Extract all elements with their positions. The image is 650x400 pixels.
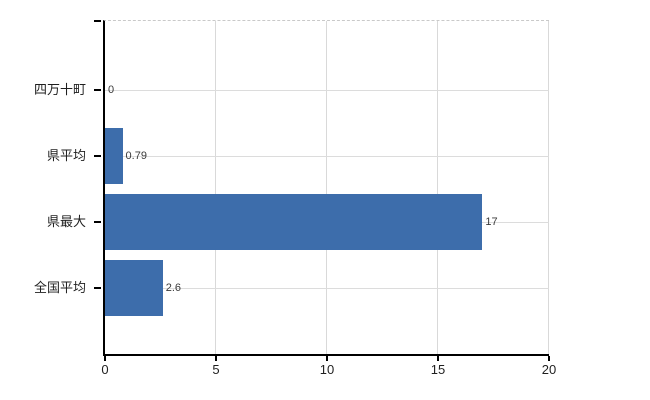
y-gridline xyxy=(105,90,549,91)
x-tick-label: 15 xyxy=(430,362,446,377)
plot-area: 四万十町 0 県平均 0.79 県最大 17 全国平均 2.6 0 5 10 15 20 xyxy=(34,20,556,377)
x-tick-label: 20 xyxy=(541,362,557,377)
category-label: 全国平均 xyxy=(33,280,86,295)
x-gridline xyxy=(548,21,549,354)
x-axis-tick xyxy=(548,356,550,361)
x-tick-label: 10 xyxy=(319,362,335,377)
category-label: 県最大 xyxy=(46,214,86,229)
bar xyxy=(105,128,123,184)
x-gridline xyxy=(215,21,216,354)
y-axis-tick xyxy=(94,287,101,289)
bar xyxy=(105,194,483,250)
x-tick-label: 5 xyxy=(212,362,220,377)
bar-value-label: 0 xyxy=(108,84,115,96)
y-gridline xyxy=(105,288,549,289)
x-axis-tick xyxy=(215,356,217,361)
y-axis-tick xyxy=(94,89,101,91)
category-label: 四万十町 xyxy=(33,82,86,97)
x-axis-tick xyxy=(104,356,106,361)
bar xyxy=(105,260,163,316)
x-gridline xyxy=(437,21,438,354)
bar-value-label: 2.6 xyxy=(165,282,182,294)
bar-value-label: 0.79 xyxy=(125,150,147,162)
y-axis-top-tick xyxy=(94,20,101,22)
bar-value-label: 17 xyxy=(485,216,498,228)
y-gridline xyxy=(105,156,549,157)
category-label: 県平均 xyxy=(46,148,86,163)
y-axis-tick xyxy=(94,221,101,223)
x-axis-tick xyxy=(437,356,439,361)
y-axis-tick xyxy=(94,155,101,157)
x-tick-label: 0 xyxy=(101,362,109,377)
x-gridline xyxy=(326,21,327,354)
x-axis-tick xyxy=(326,356,328,361)
